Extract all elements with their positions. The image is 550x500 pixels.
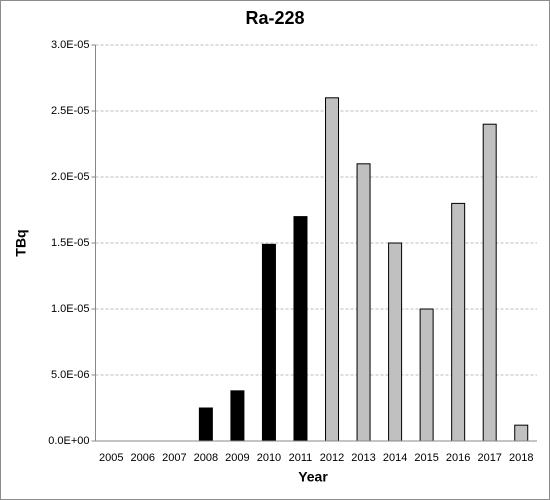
bar (388, 242, 403, 442)
bar (482, 123, 497, 442)
y-tick-label: 0.0E+00 (48, 435, 89, 447)
x-tick-label: 2017 (477, 452, 501, 464)
x-tick-label: 2016 (446, 452, 470, 464)
x-tick-label: 2015 (414, 452, 438, 464)
y-tick-label: 5.0E-06 (51, 369, 90, 381)
x-tick-label: 2008 (194, 452, 218, 464)
chart-title: Ra-228 (245, 8, 304, 28)
x-tick-label: 2013 (351, 452, 375, 464)
x-tick-label: 2012 (320, 452, 344, 464)
y-axis-label: TBq (13, 229, 29, 256)
bar (261, 243, 276, 442)
x-tick-label: 2009 (225, 452, 249, 464)
y-tick-label: 2.5E-05 (51, 105, 90, 117)
bar (419, 308, 434, 442)
bar (293, 216, 308, 442)
x-tick-label: 2007 (162, 452, 186, 464)
bar (514, 424, 529, 442)
x-tick-label: 2014 (383, 452, 407, 464)
x-tick-label: 2018 (509, 452, 533, 464)
x-axis-label: Year (298, 469, 328, 485)
bar (356, 163, 371, 442)
x-tick-label: 2011 (289, 452, 313, 464)
x-tick-label: 2010 (257, 452, 281, 464)
bar (451, 202, 466, 442)
x-tick-label: 2006 (131, 452, 155, 464)
x-tick-label: 2005 (99, 452, 123, 464)
y-tick-label: 2.0E-05 (51, 171, 90, 183)
bar (198, 407, 213, 442)
bar (325, 97, 340, 442)
y-tick-label: 1.0E-05 (51, 303, 90, 315)
bar (230, 390, 245, 442)
y-tick-label: 3.0E-05 (51, 39, 90, 51)
y-tick-label: 1.5E-05 (51, 237, 90, 249)
